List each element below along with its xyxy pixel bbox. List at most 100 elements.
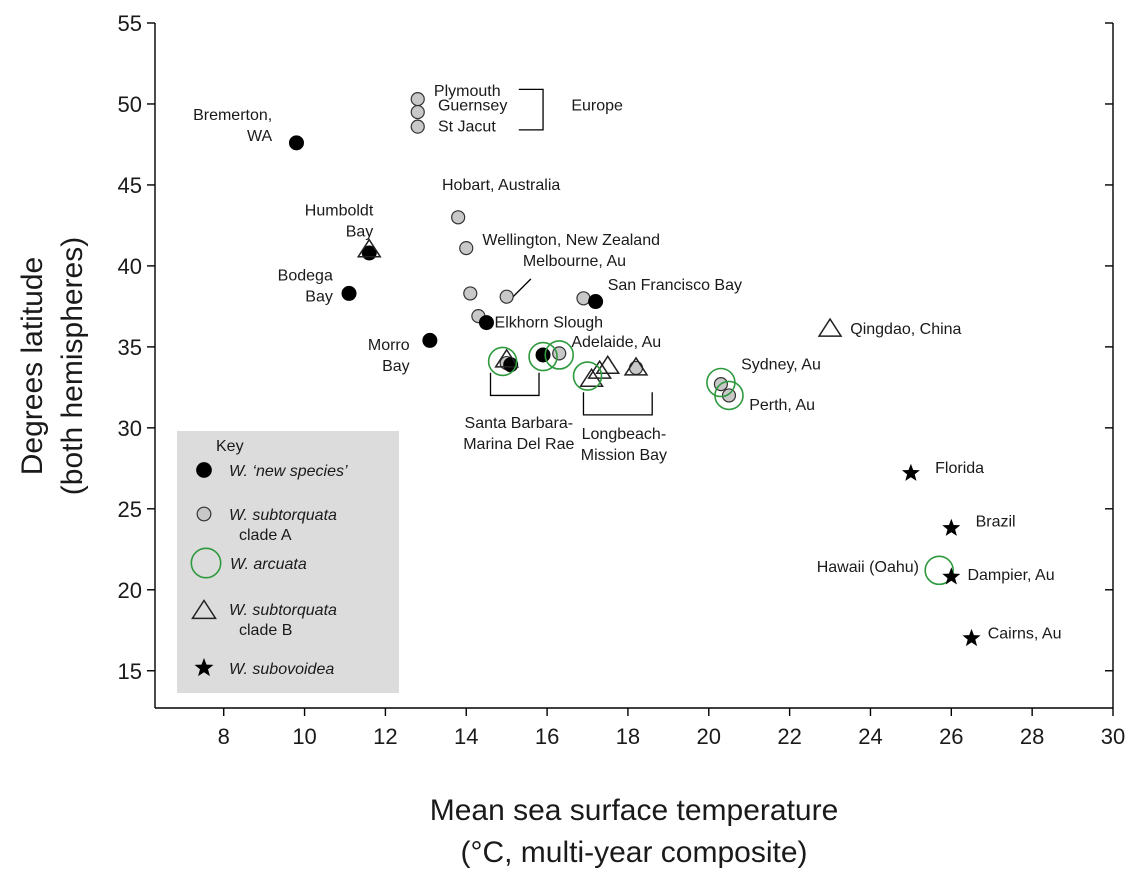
y-tick-label: 30 [118, 416, 142, 441]
x-tick-label: 24 [858, 724, 882, 749]
point-clade-b [595, 354, 621, 375]
site-label-line: Plymouth [434, 83, 501, 100]
point-new-species [288, 135, 304, 151]
x-tick-label: 28 [1020, 724, 1044, 749]
site-label: Hobart, Australia [442, 177, 560, 194]
group-bracket [489, 372, 540, 397]
legend-label-line: W. subovoidea [229, 661, 334, 678]
point-clade-b [494, 348, 520, 368]
site-label: Florida [935, 460, 984, 477]
site-label: San Francisco Bay [608, 277, 742, 294]
y-axis-subtitle: (both hemispheres) [56, 237, 89, 495]
x-tick-label: 10 [292, 724, 316, 749]
point-subovoidea [942, 567, 961, 585]
y-tick-label: 25 [118, 497, 142, 522]
point-clade-a [721, 388, 737, 403]
x-axis-subtitle: (°C, multi-year composite) [460, 836, 807, 869]
y-tick-label: 45 [118, 173, 142, 198]
site-label: Humboldt Bay [305, 203, 374, 241]
site-label: Melbourne, Au [523, 253, 626, 270]
legend-box-layer [177, 431, 399, 693]
point-clade-b [623, 356, 649, 376]
point-clade-b [817, 317, 843, 337]
site-label: Santa Barbara- Marina Del Rae [463, 415, 574, 453]
point-new-species [478, 315, 494, 331]
x-tick-label: 18 [616, 724, 640, 749]
point-clade-a [499, 289, 514, 304]
point-arcuata [544, 340, 575, 370]
site-label-line: San Francisco Bay [608, 277, 742, 294]
legend-marker-cladeA [196, 506, 212, 522]
site-label: Brazil [976, 514, 1016, 531]
point-clade-b [587, 359, 613, 379]
x-tick-label: 30 [1101, 724, 1125, 749]
site-label: Perth, Au [749, 397, 815, 414]
x-tick-label: 8 [218, 724, 230, 749]
point-subovoidea [901, 463, 920, 481]
site-label: Longbeach- Mission Bay [581, 426, 667, 464]
data-points [288, 92, 981, 647]
site-label: Europe [571, 97, 623, 114]
point-clade-a [410, 119, 425, 134]
site-label: St Jacut [438, 118, 496, 135]
legend-background [177, 431, 399, 693]
site-label: Guernsey [438, 97, 507, 114]
point-subovoidea [962, 628, 981, 647]
y-axis-title: Degrees latitude [16, 257, 49, 475]
point-arcuata [924, 555, 954, 586]
site-label: Cairns, Au [988, 625, 1062, 642]
legend-label: W. subtorquata clade B [229, 602, 337, 639]
site-label-line: Melbourne, Au [523, 253, 626, 270]
point-new-species [422, 332, 438, 348]
site-label: Sydney, Au [741, 357, 821, 374]
y-tick-label: 40 [118, 254, 142, 279]
point-clade-b [356, 238, 382, 258]
point-arcuata [714, 380, 744, 411]
site-label-line: Morro [368, 337, 410, 354]
point-clade-a [410, 92, 425, 107]
point-clade-a [463, 286, 478, 301]
site-label-line: Brazil [976, 514, 1016, 531]
site-label-line: Sydney, Au [741, 357, 821, 374]
x-tick-label: 14 [454, 724, 478, 749]
site-label: Qingdao, China [850, 321, 961, 338]
site-label: Wellington, New Zealand [482, 232, 660, 249]
site-label-line: St Jacut [438, 118, 496, 135]
y-tick-label: 35 [118, 335, 142, 360]
site-label: Bodega Bay [278, 267, 333, 305]
y-tick-label: 20 [118, 578, 142, 603]
x-tick-label: 26 [939, 724, 963, 749]
point-clade-a [451, 210, 466, 225]
site-label-line: Dampier, Au [967, 567, 1054, 584]
site-label-line: Santa Barbara- [465, 415, 574, 432]
site-label-line: Qingdao, China [850, 321, 961, 338]
site-label-line: Bodega [278, 267, 333, 284]
point-clade-a [576, 291, 591, 306]
y-tick-label: 15 [118, 659, 142, 684]
site-label: Dampier, Au [967, 567, 1054, 584]
legend-marker-arcuata [190, 547, 222, 579]
site-label-line: Hawaii (Oahu) [817, 559, 919, 576]
site-label-line: Elkhorn Slough [495, 314, 604, 331]
legend-label-line: W. arcuata [230, 556, 307, 573]
point-subovoidea [942, 518, 961, 536]
legend-label-line: clade B [239, 622, 292, 639]
legend-label-line: W. ‘new species’ [229, 463, 348, 480]
x-axis-title: Mean sea surface temperature [430, 794, 839, 827]
y-tick-label: 50 [118, 92, 142, 117]
point-new-species [535, 347, 551, 363]
legend-marker-subovoidea [194, 658, 214, 677]
site-label-line: WA [247, 128, 273, 145]
legend-label: W. subovoidea [229, 661, 334, 678]
site-label-line: Adelaide, Au [571, 334, 661, 351]
point-clade-a [410, 104, 425, 120]
site-label-line: Longbeach- [582, 426, 667, 443]
site-label-line: Bay [382, 358, 410, 375]
site-label-line: Marina Del Rae [463, 436, 574, 453]
site-label-line: Humboldt [305, 203, 374, 220]
site-label: Bremerton, WA [193, 107, 272, 145]
legend-label-line: W. subtorquata [229, 507, 337, 524]
legend-label-line: clade A [239, 527, 292, 544]
axis-titles: Mean sea surface temperature (°C, multi-y… [16, 237, 838, 869]
x-tick-label: 16 [535, 724, 559, 749]
